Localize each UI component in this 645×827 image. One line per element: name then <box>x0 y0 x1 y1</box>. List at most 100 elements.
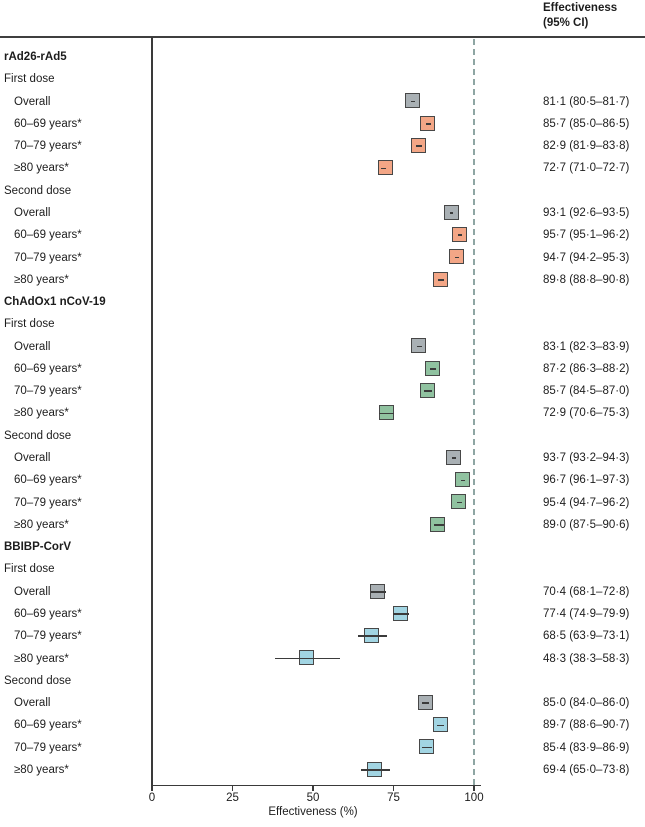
ci-line <box>425 123 431 125</box>
value-text: 93·7 (93·2–94·3) <box>543 452 630 465</box>
x-axis <box>151 785 482 787</box>
value-text: 48·3 (38·3–58·3) <box>543 652 630 665</box>
ci-line <box>433 524 444 526</box>
row-label: Overall <box>14 585 51 598</box>
ci-line <box>393 613 410 615</box>
group-label: BBIBP-CorV <box>4 541 72 554</box>
ci-line <box>417 345 423 348</box>
value-column-header: Effectiveness (95% CI) <box>543 1 617 31</box>
ci-line <box>450 212 454 214</box>
ci-line <box>458 234 462 237</box>
value-text: 70·4 (68·1–72·8) <box>543 585 630 598</box>
value-text: 85·4 (83·9–86·9) <box>543 741 630 754</box>
row-label: ≥80 years* <box>14 273 69 286</box>
row-label: 70–79 years* <box>14 251 82 264</box>
x-tick <box>231 786 234 791</box>
value-column-header-line2: (95% CI) <box>543 17 589 29</box>
row-label: 70–79 years* <box>14 741 82 754</box>
value-text: 85·0 (84·0–86·0) <box>543 697 630 710</box>
ci-line <box>456 501 462 504</box>
row-label: Overall <box>14 340 51 353</box>
row-label: ≥80 years* <box>14 407 69 420</box>
value-text: 89·7 (88·6–90·7) <box>543 719 630 732</box>
row-label: ≥80 years* <box>14 518 69 531</box>
y-axis <box>151 37 153 785</box>
value-column-header-line1: Effectiveness <box>543 2 618 14</box>
row-label: 70–79 years* <box>14 385 82 398</box>
ci-line <box>357 635 388 638</box>
value-text: 95·4 (94·7–96·2) <box>543 496 630 509</box>
dose-label: Second dose <box>4 674 72 687</box>
dose-label: Second dose <box>4 429 72 442</box>
row-label: 70–79 years* <box>14 630 82 643</box>
row-label: Overall <box>14 206 51 219</box>
x-tick-label: 50 <box>306 792 320 804</box>
value-text: 89·8 (88·8–90·8) <box>543 273 630 286</box>
value-text: 81·1 (80·5–81·7) <box>543 95 630 108</box>
value-text: 85·7 (84·5–87·0) <box>543 385 630 398</box>
value-text: 83·1 (82·3–83·9) <box>543 340 630 353</box>
row-label: 60–69 years* <box>14 229 82 242</box>
value-text: 96·7 (96·1–97·3) <box>543 474 630 487</box>
value-text: 89·0 (87·5–90·6) <box>543 518 630 531</box>
x-tick-label: 75 <box>387 792 400 804</box>
value-text: 72·7 (71·0–72·7) <box>543 162 630 175</box>
row-label: Overall <box>14 95 51 108</box>
value-text: 77·4 (74·9–79·9) <box>543 608 630 620</box>
ci-line <box>371 590 387 593</box>
ci-line <box>437 724 445 727</box>
value-text: 68·5 (63·9–73·1) <box>543 630 630 643</box>
row-label: ≥80 years* <box>14 763 69 776</box>
row-label: Overall <box>14 697 51 710</box>
ci-line <box>380 167 387 170</box>
dose-label: Second dose <box>4 184 72 197</box>
row-label: 60–69 years* <box>14 362 82 375</box>
ci-line <box>415 145 422 147</box>
row-label: 70–79 years* <box>14 496 82 509</box>
ci-line <box>455 256 459 259</box>
row-label: Overall <box>14 452 51 465</box>
row-label: 60–69 years* <box>14 117 82 130</box>
value-text: 72·9 (70·6–75·3) <box>543 407 630 420</box>
group-label: ChAdOx1 nCoV-19 <box>4 296 106 309</box>
x-tick <box>151 786 153 791</box>
group-label: rAd26-rAd5 <box>4 51 67 63</box>
row-label: 60–69 years* <box>14 719 82 732</box>
ci-line <box>411 100 416 103</box>
row-label: ≥80 years* <box>14 162 69 175</box>
value-text: 94·7 (94·2–95·3) <box>543 251 630 264</box>
ci-line <box>424 390 433 392</box>
x-tick-label: 25 <box>226 792 239 804</box>
row-label: ≥80 years* <box>14 652 69 665</box>
ci-line <box>275 657 340 660</box>
x-tick <box>312 786 314 791</box>
x-tick <box>473 786 475 791</box>
row-label: 60–69 years* <box>14 608 82 620</box>
value-text: 82·9 (81·9–83·8) <box>543 140 630 153</box>
value-text: 87·2 (86·3–88·2) <box>543 362 630 375</box>
dose-label: First dose <box>4 563 55 576</box>
ci-line <box>422 702 429 704</box>
value-text: 93·1 (92·6–93·5) <box>543 206 630 219</box>
dose-label: First dose <box>4 318 55 331</box>
x-axis-title: Effectiveness (%) <box>268 806 358 818</box>
ci-line <box>379 412 395 415</box>
dose-label: First dose <box>4 73 55 86</box>
reference-line <box>473 39 475 785</box>
ci-line <box>437 279 445 281</box>
row-label: 60–69 years* <box>14 474 82 487</box>
ci-line <box>422 746 432 749</box>
x-tick-label: 100 <box>464 792 484 804</box>
ci-line <box>452 457 456 459</box>
value-text: 85·7 (85·0–86·5) <box>543 117 630 130</box>
ci-line <box>361 769 390 771</box>
ci-line <box>461 479 466 482</box>
ci-line <box>429 368 436 370</box>
value-text: 95·7 (95·1–96·2) <box>543 229 630 242</box>
row-label: 70–79 years* <box>14 140 82 153</box>
value-text: 69·4 (65·0–73·8) <box>543 763 630 776</box>
x-tick-label: 0 <box>148 792 156 804</box>
top-rule <box>0 36 645 38</box>
x-tick <box>392 786 395 791</box>
